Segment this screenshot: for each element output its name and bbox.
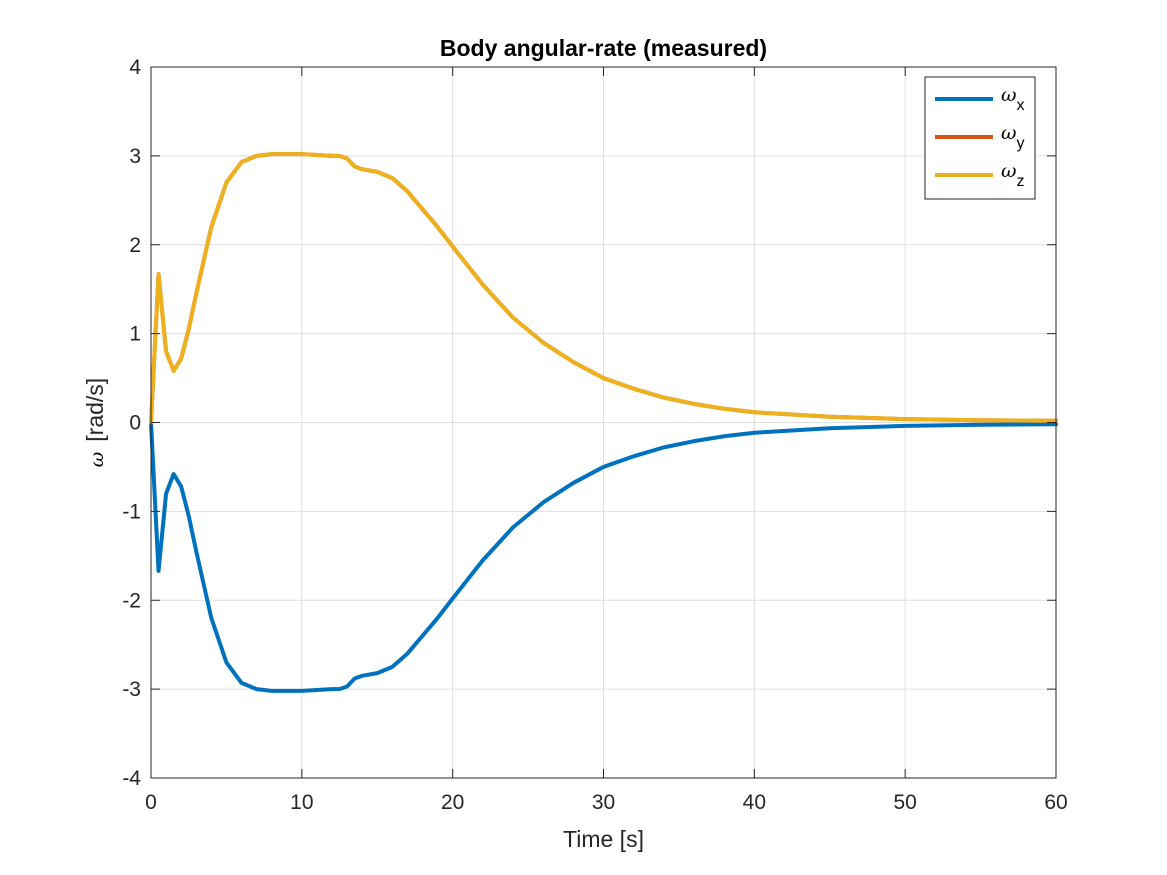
legend-item-x: ωx [935,84,1025,114]
legend-item-z: ωz [935,160,1025,190]
legend-label: ωx [1001,84,1025,114]
x-tick-label: 50 [893,791,916,814]
series-layer [149,152,1058,693]
y-axis-label-text: ω [rad/s] [82,378,108,467]
y-axis-label-unit: [rad/s] [82,378,108,442]
series-line-x [149,420,1058,693]
series-z [149,152,1058,425]
x-tick-label: 60 [1044,791,1067,814]
x-axis-label: Time [s] [563,826,644,852]
x-tick-label: 20 [441,791,464,814]
x-tick-label: 30 [592,791,615,814]
series-x [149,420,1058,693]
x-tick-label: 40 [743,791,766,814]
y-tick-label: -2 [122,589,141,612]
y-tick-label: 3 [129,145,141,168]
y-tick-label: 0 [129,412,141,435]
legend-symbol: ω [1001,84,1017,106]
legend-symbol: ω [1001,122,1017,144]
legend-label: ωz [1001,160,1025,190]
y-tick-label: -4 [122,767,141,790]
chart-title: Body angular-rate (measured) [440,35,767,61]
legend-subscript: y [1017,135,1025,152]
y-tick-label: 4 [129,56,141,79]
series-line-z [149,152,1058,425]
y-tick-label: -3 [122,678,141,701]
y-tick-label: -1 [122,500,141,523]
y-tick-label: 1 [129,323,141,346]
y-axis-label-symbol: ω [86,452,108,468]
legend-symbol: ω [1001,160,1017,182]
legend-subscript: x [1017,97,1025,114]
x-tick-label: 0 [145,791,157,814]
x-tick-label: 10 [290,791,313,814]
y-tick-label: 2 [129,234,141,257]
legend-label: ωy [1001,122,1025,152]
legend-item-y: ωy [935,122,1025,152]
y-axis-label: ω [rad/s] [82,378,108,467]
ticks: 0 10 20 30 40 50 60 -4 -3 -2 -1 0 1 2 3 4 [122,56,1067,814]
legend-subscript: z [1017,173,1025,190]
